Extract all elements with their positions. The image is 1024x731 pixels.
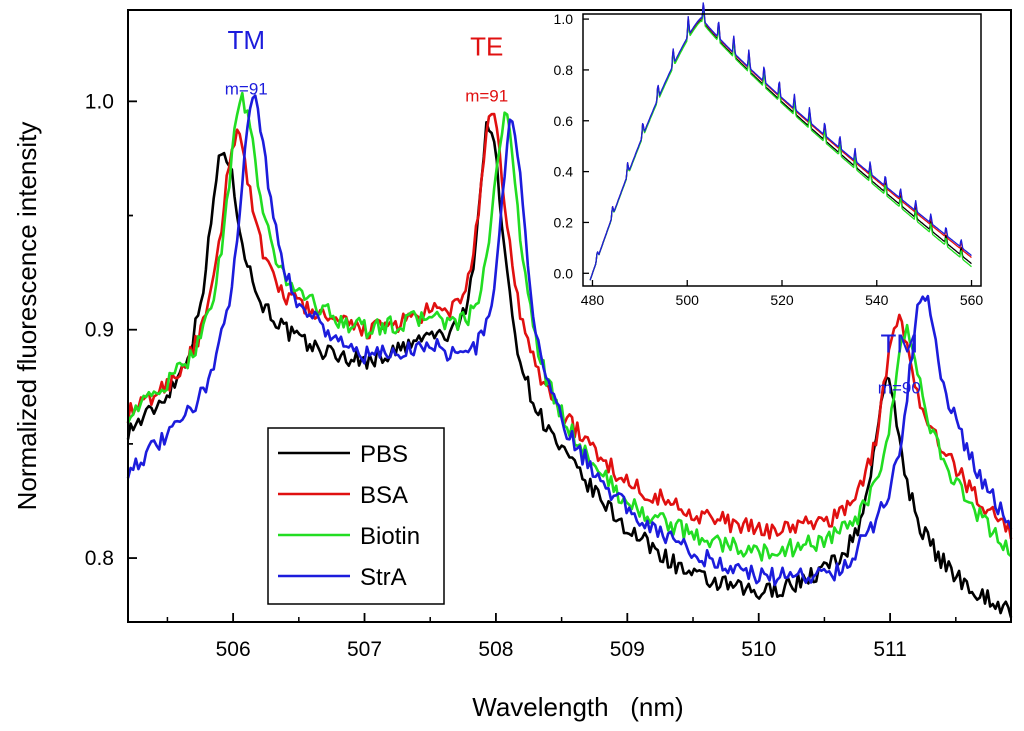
inset-background [578, 14, 984, 286]
x-tick-label: 510 [741, 638, 776, 661]
x-tick-label: 511 [873, 638, 906, 661]
annotation-te91-order: m=91 [465, 86, 508, 105]
x-tick-label: 507 [347, 638, 382, 661]
x-axis-label: Wavelength (nm) [472, 692, 683, 722]
y-axis-label: Normalized fluorescence intensity [12, 122, 42, 511]
inset-y-tick-label: 0.8 [554, 62, 574, 78]
series-line-pbs [126, 121, 1013, 618]
legend-label-biotin: Biotin [360, 523, 420, 550]
inset-x-tick-label: 500 [676, 292, 700, 308]
peak-annotations: TM m=91 TE m=91 TM m=90 [225, 25, 921, 398]
legend: PBS BSA Biotin StrA [267, 427, 445, 605]
y-tick-label: 0.9 [85, 319, 114, 342]
inset-series-group [589, 2, 972, 281]
main-plot-frame [127, 9, 1012, 623]
inset-y-tick-label: 0.4 [554, 164, 574, 180]
inset-series-line-2 [589, 5, 972, 281]
legend-box [267, 427, 445, 605]
inset-x-tick-label: 540 [865, 292, 889, 308]
annotation-tm90-mode: TM [881, 329, 919, 359]
series-line-bsa [126, 112, 1013, 540]
inset-series-line-3 [589, 2, 972, 281]
inset-y-tick-label: 0.2 [554, 214, 574, 230]
inset-y-tick-label: 0.6 [554, 113, 574, 129]
y-tick-label: 0.8 [85, 547, 114, 570]
annotation-tm91-order: m=91 [225, 79, 268, 98]
main-series-group [126, 91, 1013, 618]
annotation-tm91-mode: TM [227, 25, 265, 55]
legend-label-stra: StrA [360, 564, 407, 591]
inset-chart: 480 500 520 540 560 0.0 0.2 0.4 0.6 0.8 1.0 [554, 2, 984, 308]
legend-label-bsa: BSA [360, 482, 408, 509]
inset-y-tick-label: 1.0 [554, 11, 574, 27]
x-tick-label: 509 [610, 638, 645, 661]
x-tick-label: 506 [216, 638, 251, 661]
inset-x-tick-label: 560 [960, 292, 984, 308]
inset-x-tick-label: 480 [581, 292, 605, 308]
y-tick-label: 1.0 [85, 90, 114, 113]
inset-x-tick-label: 520 [770, 292, 794, 308]
annotation-tm90-order: m=90 [878, 379, 921, 398]
annotation-te91-mode: TE [470, 32, 503, 62]
legend-label-pbs: PBS [360, 441, 408, 468]
series-line-stra [126, 94, 1013, 587]
inset-y-tick-label: 0.0 [554, 265, 574, 281]
x-tick-label: 508 [478, 638, 513, 661]
